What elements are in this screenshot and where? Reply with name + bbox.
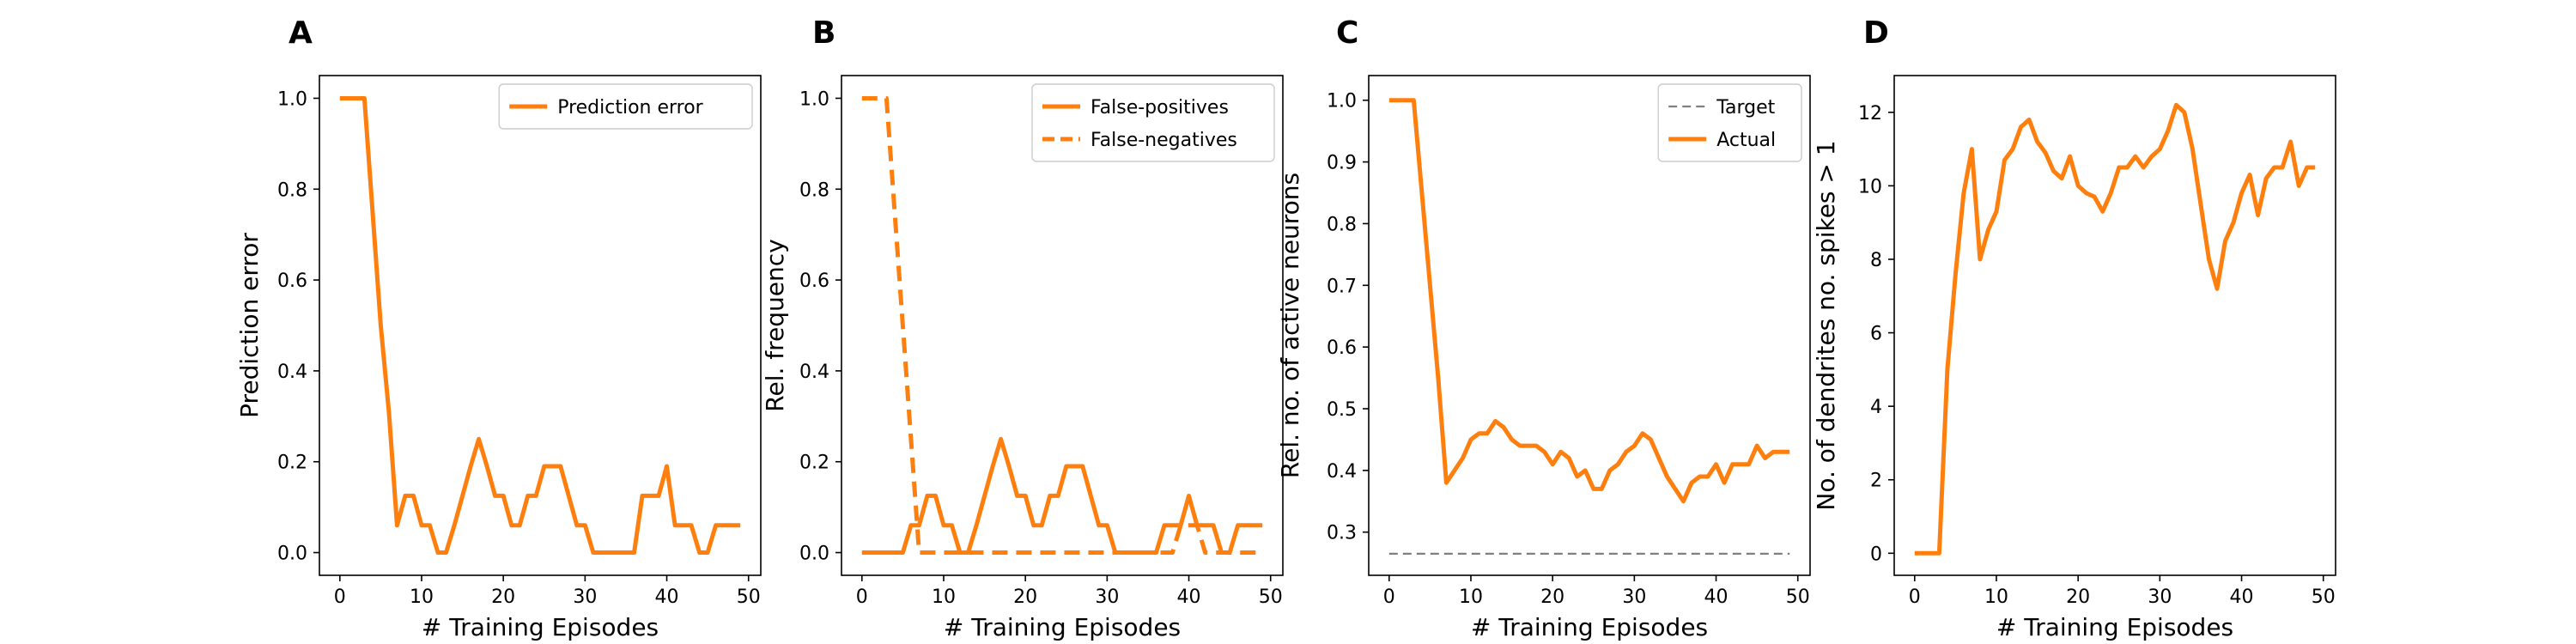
legend-box	[1031, 83, 1275, 162]
y-tick-label: 1.0	[277, 88, 307, 110]
panel-c: C 0 10 20 30 40 50 0.3 0.4 0.5 0.6 0.7 0.8 0.9 1.0 # Tr…	[1276, 15, 1811, 641]
y-tick-label: 0.2	[277, 453, 307, 474]
x-tick-label: 40	[1177, 586, 1201, 608]
y-tick-label: 0.8	[799, 179, 829, 201]
series-line	[339, 96, 741, 555]
y-tick-label: 4	[1870, 397, 1882, 418]
series-line	[1914, 102, 2316, 556]
y-tick-label: 1.0	[799, 88, 829, 110]
series-line	[861, 96, 1263, 555]
y-tick-label: 8	[1870, 250, 1882, 271]
legend-label: Actual	[1716, 130, 1776, 151]
panel-letter: D	[1863, 15, 1889, 51]
x-tick-label: 20	[1540, 586, 1564, 608]
legend-label: Prediction error	[557, 97, 703, 118]
x-tick-label: 10	[1459, 586, 1483, 608]
y-tick-label: 0.6	[799, 270, 829, 292]
x-tick-label: 50	[1786, 586, 1810, 608]
x-tick-label: 40	[655, 586, 679, 608]
y-tick-label: 0.8	[277, 179, 307, 201]
x-axis-label: # Training Episodes	[422, 613, 659, 641]
y-tick-label: 12	[1858, 103, 1882, 125]
y-tick-label: 0	[1870, 544, 1882, 565]
x-tick-label: 20	[491, 586, 515, 608]
y-tick-label: 0.7	[1327, 276, 1357, 297]
x-tick-label: 0	[1383, 586, 1395, 608]
y-tick-label: 0.8	[1327, 214, 1357, 235]
x-tick-label: 40	[1704, 586, 1728, 608]
series-line	[1388, 98, 1790, 504]
series-line	[861, 436, 1263, 555]
x-tick-label: 0	[334, 586, 346, 608]
y-tick-label: 0.5	[1327, 399, 1357, 421]
panel-letter: B	[812, 15, 835, 51]
axes-frame	[319, 75, 762, 576]
x-tick-label: 50	[2312, 586, 2336, 608]
panel-letter: A	[289, 15, 313, 51]
axes-frame	[841, 75, 1284, 576]
y-axis-label: Prediction error	[235, 233, 264, 418]
x-tick-label: 10	[410, 586, 434, 608]
y-tick-label: 0.6	[1327, 337, 1357, 359]
x-tick-label: 20	[1013, 586, 1037, 608]
y-tick-label: 2	[1870, 471, 1882, 492]
x-tick-label: 10	[932, 586, 956, 608]
x-tick-label: 0	[1909, 586, 1921, 608]
legend-label: Target	[1716, 97, 1775, 118]
x-tick-label: 30	[1622, 586, 1646, 608]
y-tick-label: 0.4	[277, 361, 307, 383]
x-tick-label: 10	[1984, 586, 2008, 608]
legend-box	[498, 83, 753, 130]
y-tick-label: 0.2	[799, 453, 829, 474]
x-axis-label: # Training Episodes	[1996, 613, 2233, 641]
panel-b: B 0 10 20 30 40 50 0.0 0.2 0.4 0.6 0.8 1.0 # Training…	[761, 15, 1284, 641]
x-tick-label: 50	[737, 586, 761, 608]
y-tick-label: 0.3	[1327, 523, 1357, 544]
y-axis-label: Rel. frequency	[761, 239, 789, 411]
x-tick-label: 30	[2148, 586, 2172, 608]
panel-a: A 0 10 20 30 40 50 0.0 0.2 0.4 0.6 0.8 1.0 # Training…	[235, 15, 762, 641]
axes-frame	[1368, 75, 1811, 576]
y-tick-label: 0.0	[277, 544, 307, 565]
y-tick-label: 10	[1858, 176, 1882, 197]
y-tick-label: 0.0	[799, 544, 829, 565]
legend-box	[1657, 83, 1802, 162]
y-tick-label: 0.4	[1327, 461, 1357, 483]
y-axis-label: No. of dendrites no. spikes > 1	[1812, 140, 1840, 510]
y-tick-label: 0.9	[1327, 153, 1357, 174]
y-tick-label: 1.0	[1327, 91, 1357, 112]
x-tick-label: 30	[1095, 586, 1119, 608]
x-tick-label: 50	[1259, 586, 1283, 608]
x-tick-label: 30	[573, 586, 597, 608]
y-tick-label: 6	[1870, 324, 1882, 345]
y-tick-label: 0.6	[277, 270, 307, 292]
axes-frame	[1893, 75, 2336, 576]
legend-label: False-negatives	[1091, 130, 1237, 151]
x-tick-label: 40	[2230, 586, 2254, 608]
panel-d: D 0 10 20 30 40 50 0 2 4 6 8 10 12 # Training Episodes…	[1812, 15, 2336, 641]
legend-label: False-positives	[1091, 97, 1229, 118]
y-axis-label: Rel. no. of active neurons	[1276, 173, 1304, 478]
y-tick-label: 0.4	[799, 361, 829, 383]
x-axis-label: # Training Episodes	[944, 613, 1181, 641]
panel-letter: C	[1336, 15, 1358, 51]
x-tick-label: 20	[2066, 586, 2090, 608]
x-tick-label: 0	[856, 586, 868, 608]
x-axis-label: # Training Episodes	[1471, 613, 1708, 641]
